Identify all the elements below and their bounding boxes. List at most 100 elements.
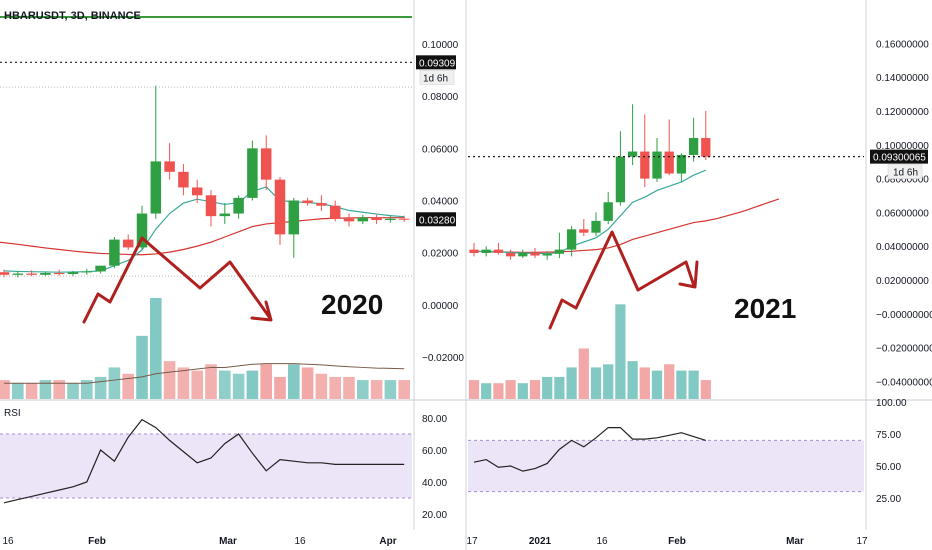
- time-axis-tick: Mar: [786, 536, 804, 547]
- volume-bar: [578, 348, 589, 399]
- candle-body: [652, 151, 662, 179]
- volume-bar: [329, 376, 341, 399]
- volume-bar: [0, 380, 10, 399]
- volume-bar: [12, 383, 24, 399]
- volume-bar: [566, 367, 577, 399]
- volume-bar: [590, 367, 602, 399]
- candle-body: [530, 252, 540, 256]
- rsi-axis-tick: 100.00: [876, 398, 907, 409]
- rsi-band: [468, 440, 864, 492]
- volume-bar: [205, 364, 217, 399]
- time-axis-tick: Mar: [219, 536, 237, 547]
- symbol-header: HBARUSDT, 3D, BINANCE: [4, 10, 141, 22]
- time-axis-tick: 16: [294, 536, 306, 547]
- candle-body: [67, 272, 79, 275]
- time-axis-tick: 2021: [529, 536, 552, 547]
- ema-fast-line: [474, 169, 707, 255]
- candle-body: [640, 151, 650, 179]
- rsi-axis-tick: 25.00: [876, 494, 901, 505]
- rsi-band: [0, 434, 412, 498]
- candle-body: [316, 203, 327, 206]
- rsi-axis-tick: 60.00: [422, 446, 447, 457]
- candle-body: [233, 197, 244, 214]
- volume-bar: [136, 335, 148, 399]
- candle-body: [81, 271, 93, 273]
- candle-body: [219, 213, 231, 217]
- time-axis-tick: Feb: [88, 536, 106, 547]
- volume-bar: [53, 380, 65, 399]
- candle-body: [247, 148, 258, 198]
- candle-body: [615, 156, 626, 203]
- candle-body: [205, 195, 217, 217]
- candle-body: [164, 161, 175, 172]
- volume-bar: [150, 298, 162, 399]
- volume-bar: [603, 364, 614, 399]
- candle-body: [302, 200, 313, 204]
- volume-bar: [542, 376, 553, 399]
- price-axis-tick: 0.02000: [422, 249, 459, 260]
- price-axis-tick: 0.04000: [422, 197, 459, 208]
- candle-body: [518, 252, 528, 257]
- candle-body: [627, 151, 638, 157]
- candle-body: [579, 229, 589, 233]
- candle-body: [603, 202, 613, 221]
- candle-body: [591, 220, 601, 233]
- rsi-line: [473, 427, 706, 472]
- price-axis-tick: 0.06000: [422, 144, 459, 155]
- candle-body: [701, 138, 711, 157]
- price-tag-value: 0.09300065: [873, 153, 926, 164]
- candle-body: [505, 252, 516, 257]
- countdown-box: [887, 164, 923, 179]
- annotation-arrow-left: [82, 236, 273, 324]
- candle-body: [40, 272, 51, 275]
- price-axis-tick: 0.10000: [422, 40, 459, 51]
- volume-bar: [493, 383, 504, 399]
- candle-body: [398, 218, 410, 220]
- volume-bar: [232, 373, 245, 399]
- time-axis-tick: 16: [2, 536, 14, 547]
- candle-body: [554, 249, 565, 254]
- candle-body: [26, 273, 37, 275]
- price-axis-tick: 0.12000000: [876, 107, 929, 118]
- candle-body: [343, 218, 355, 222]
- price-axis-tick: 0.08000: [422, 92, 459, 103]
- candle-body: [371, 217, 382, 221]
- volume-bar: [651, 370, 663, 399]
- candle-body: [260, 148, 272, 180]
- price-tag-box: [870, 149, 928, 164]
- price-axis-tick: 0.08000000: [876, 175, 929, 186]
- time-axis-tick: 17: [466, 536, 478, 547]
- volume-bar: [370, 380, 383, 399]
- rsi-axis-tick: 80.00: [422, 414, 447, 425]
- price-axis-tick: 0.00000: [422, 301, 459, 312]
- volume-bar: [81, 380, 93, 399]
- price-tag-box: [416, 55, 456, 70]
- year-label-2020: 2020: [321, 289, 383, 320]
- volume-bar: [357, 380, 369, 399]
- candle-body: [95, 265, 106, 272]
- candle-body: [542, 253, 552, 256]
- ema-slow-line: [473, 198, 780, 253]
- price-axis-tick: 0.14000000: [876, 73, 929, 84]
- volume-bar: [288, 364, 300, 399]
- volume-bar: [177, 367, 190, 399]
- candle-body: [481, 249, 491, 253]
- last-price-tag-box: [416, 212, 456, 227]
- rsi-label: RSI: [4, 408, 21, 419]
- candle-body: [136, 213, 148, 248]
- candle-body: [0, 272, 10, 275]
- volume-bar: [25, 383, 38, 399]
- time-axis-tick: Apr: [379, 536, 396, 547]
- candle-body: [288, 200, 300, 235]
- volume-bar: [343, 376, 355, 399]
- ema-slow-line: [0, 217, 405, 256]
- last-price-tag-value: 0.03280: [419, 215, 456, 226]
- chart-right: 0.16000000 0.14000000 0.12000000 0.10000000…: [466, 39, 932, 547]
- ema-fast-line: [3, 186, 405, 273]
- candle-body: [109, 239, 120, 266]
- volume-bar: [468, 380, 480, 399]
- volume-bar: [246, 370, 259, 399]
- candle-body: [150, 161, 162, 214]
- price-axis-tick: −0.02000: [422, 353, 464, 364]
- price-axis-tick: −0.00000000: [876, 310, 932, 321]
